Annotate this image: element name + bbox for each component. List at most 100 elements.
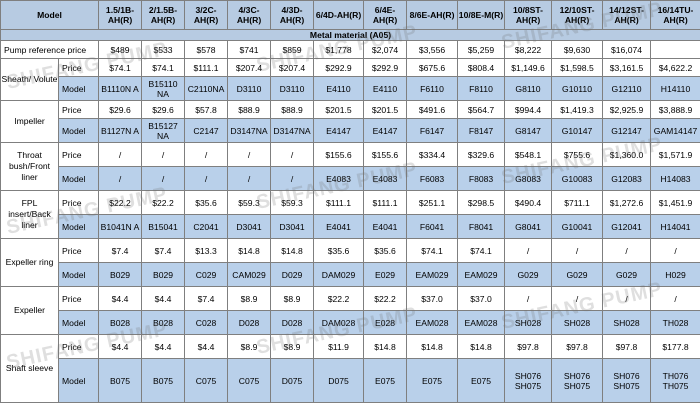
price-cell: $97.8	[552, 335, 603, 359]
column-header: 10/8E-M(R)	[458, 1, 505, 30]
price-cell: $1,272.6	[603, 191, 651, 215]
model-cell: E075	[364, 359, 407, 403]
price-cell: $201.5	[364, 101, 407, 119]
price-cell: $22.2	[142, 191, 185, 215]
model-cell: F6083	[407, 167, 458, 191]
model-cell: B15110 NA	[142, 77, 185, 101]
model-cell: H14041	[651, 215, 700, 239]
price-cell: $251.1	[407, 191, 458, 215]
model-cell: D3147NA	[271, 119, 314, 143]
column-header: 10/8ST-AH(R)	[505, 1, 552, 30]
pump-price-label: Pump reference price	[1, 41, 99, 59]
price-cell: $3,888.9	[651, 101, 700, 119]
pump-price-row: Pump reference price $489$533$578$741$85…	[1, 41, 700, 59]
model-cell: SH076 SH075	[603, 359, 651, 403]
price-cell: $755.6	[552, 143, 603, 167]
price-cell: $1,149.6	[505, 59, 552, 77]
model-cell: EAM029	[458, 263, 505, 287]
column-header: 6/4D-AH(R)	[314, 1, 364, 30]
model-cell: F6147	[407, 119, 458, 143]
price-cell: $37.0	[458, 287, 505, 311]
price-cell: /	[505, 287, 552, 311]
model-cell: H029	[651, 263, 700, 287]
price-cell: $35.6	[185, 191, 228, 215]
price-cell: $14.8	[364, 335, 407, 359]
price-cell: $207.4	[228, 59, 271, 77]
model-cell: E4110	[364, 77, 407, 101]
model-cell: SH076 SH075	[505, 359, 552, 403]
model-cell: F6110	[407, 77, 458, 101]
model-cell: G8041	[505, 215, 552, 239]
price-cell: $35.6	[314, 239, 364, 263]
price-cell: $491.6	[407, 101, 458, 119]
model-cell: G12110	[603, 77, 651, 101]
material-row: Metal material (A05)	[1, 30, 700, 41]
price-cell: $2,925.9	[603, 101, 651, 119]
price-cell: /	[99, 143, 142, 167]
model-cell: GAM14147	[651, 119, 700, 143]
model-cell: /	[99, 167, 142, 191]
model-cell: D028	[228, 311, 271, 335]
price-cell: $4.4	[99, 287, 142, 311]
price-cell: $4,622.2	[651, 59, 700, 77]
price-cell: $22.2	[99, 191, 142, 215]
price-cell: $29.6	[142, 101, 185, 119]
price-cell: $1,571.9	[651, 143, 700, 167]
model-cell: E028	[364, 311, 407, 335]
price-cell: $22.2	[314, 287, 364, 311]
model-cell: B15127 NA	[142, 119, 185, 143]
model-cell: B15041	[142, 215, 185, 239]
price-cell: $74.1	[407, 239, 458, 263]
pump-price-cell: $741	[228, 41, 271, 59]
model-cell: G12041	[603, 215, 651, 239]
price-cell: $207.4	[271, 59, 314, 77]
model-cell: G10110	[552, 77, 603, 101]
pump-price-cell: $533	[142, 41, 185, 59]
price-cell: $490.4	[505, 191, 552, 215]
model-label: Model	[59, 215, 99, 239]
price-cell: $111.1	[364, 191, 407, 215]
price-cell: /	[651, 287, 700, 311]
model-cell: E075	[458, 359, 505, 403]
model-cell: E4083	[314, 167, 364, 191]
price-cell: $334.4	[407, 143, 458, 167]
pump-price-cell: $3,556	[407, 41, 458, 59]
price-cell: $548.1	[505, 143, 552, 167]
price-cell: $11.9	[314, 335, 364, 359]
model-label: Model	[59, 119, 99, 143]
model-cell: B1041N A	[99, 215, 142, 239]
price-cell: $59.3	[228, 191, 271, 215]
model-cell: H14110	[651, 77, 700, 101]
column-header: 14/12ST-AH(R)	[603, 1, 651, 30]
price-cell: /	[505, 239, 552, 263]
model-cell: G029	[505, 263, 552, 287]
model-cell: G12083	[603, 167, 651, 191]
pump-price-cell: $5,259	[458, 41, 505, 59]
price-cell: $14.8	[228, 239, 271, 263]
price-cell: $4.4	[99, 335, 142, 359]
section-label: Impeller	[1, 101, 59, 143]
model-cell: DAM029	[314, 263, 364, 287]
price-cell: $329.6	[458, 143, 505, 167]
model-cell: /	[271, 167, 314, 191]
model-label: Model	[59, 311, 99, 335]
price-cell: $35.6	[364, 239, 407, 263]
price-cell: $292.9	[364, 59, 407, 77]
price-cell: $8.9	[228, 287, 271, 311]
price-cell: $8.9	[271, 335, 314, 359]
price-cell: $14.8	[458, 335, 505, 359]
column-header: 8/6E-AH(R)	[407, 1, 458, 30]
model-cell: E4083	[364, 167, 407, 191]
column-header: 3/2C-AH(R)	[185, 1, 228, 30]
model-cell: D3041	[228, 215, 271, 239]
model-cell: F8110	[458, 77, 505, 101]
